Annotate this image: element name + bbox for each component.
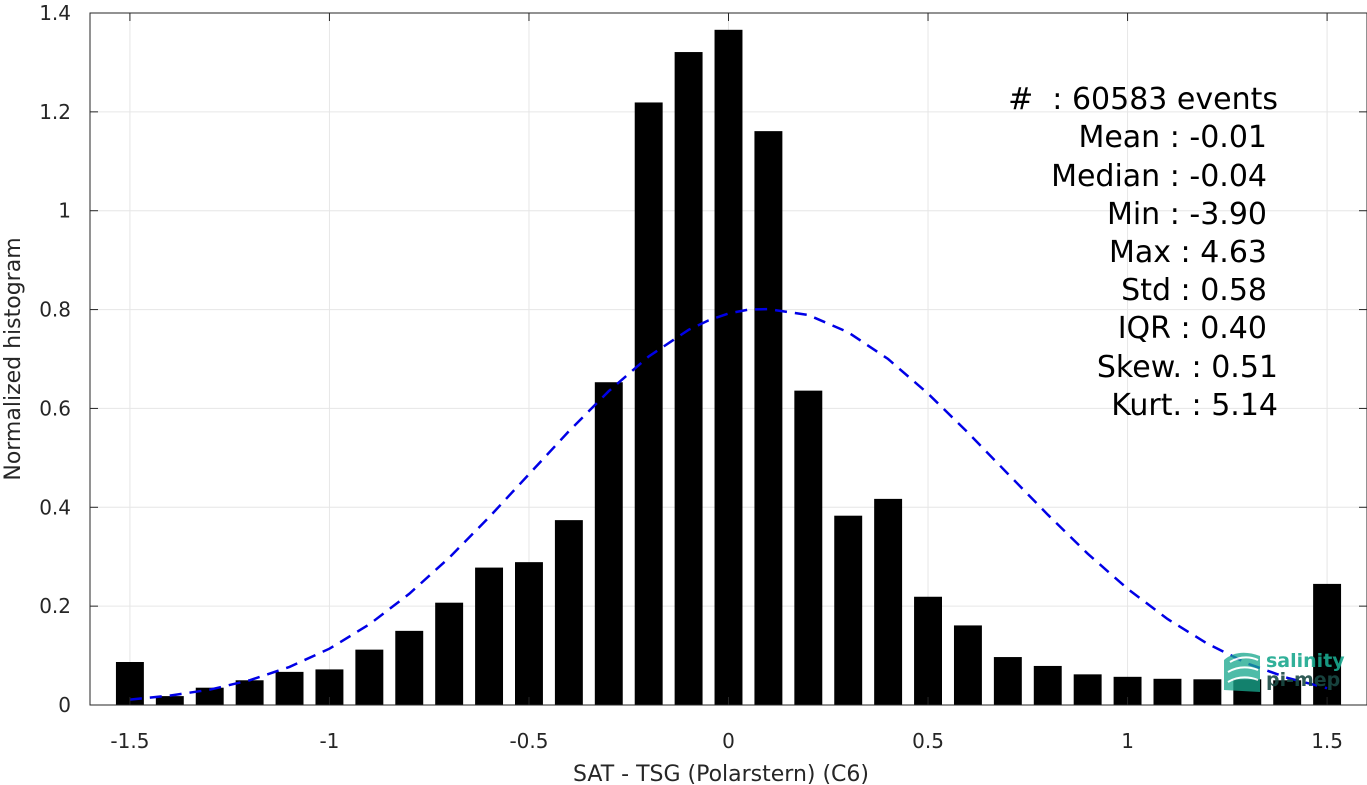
stats-max: Max : 4.63 [1109,235,1267,270]
x-tick-labels: -1.5 -1 -0.5 0 0.5 1 1.5 [110,729,1343,753]
x-tick-label: 1 [1121,729,1134,753]
y-tick-label: 1 [58,199,71,223]
y-axis-label: Normalized histogram [1,237,26,480]
histogram-bar [515,562,543,705]
y-tick-label: 0.8 [39,298,71,322]
y-tick-labels: 0 0.2 0.4 0.6 0.8 1 1.2 1.4 [39,1,71,717]
x-tick-label: -0.5 [509,729,548,753]
histogram-bar [1313,583,1342,705]
x-axis-label: SAT - TSG (Polarstern) (C6) [573,762,869,785]
x-tick-label: -1.5 [110,729,149,753]
histogram-bar [1153,678,1182,705]
histogram-bar [235,680,264,705]
histogram-bar [155,696,184,705]
histogram-bar [275,671,304,705]
y-tick-label: 0 [58,693,71,717]
gaussian-fit-curve [129,307,1328,701]
y-tick-label: 0.4 [39,495,71,519]
histogram-bar [395,630,424,705]
y-tick-label: 1.2 [39,100,71,124]
histogram-bar [435,602,464,705]
histogram-bar [634,102,663,706]
x-tick-label: 1.5 [1311,729,1343,753]
histogram-bar [914,596,942,705]
y-tick-label: 0.6 [39,396,71,420]
histogram-bar [594,382,623,705]
stats-skewness: Skew. : 0.51 [1097,350,1278,385]
axis-ticks [90,12,1367,706]
stats-mean: Mean : -0.01 [1078,120,1267,155]
stats-min: Min : -3.90 [1107,197,1267,232]
histogram-bar [1033,665,1062,705]
x-tick-label: 0.5 [912,729,944,753]
stats-kurtosis: Kurt. : 5.14 [1111,388,1278,423]
histogram-bar [355,649,384,705]
histogram-bar [1193,679,1222,705]
histogram-bar [195,687,224,705]
histogram-bar [794,390,823,705]
salinity-pi-mep-logo: salinity pi-mep [1224,650,1345,692]
histogram-bar [754,131,783,706]
histogram-bar [1273,680,1302,705]
histogram-bar [674,52,703,705]
x-tick-label: 0 [722,729,735,753]
statistics-annotation: # : 60583 events Mean : -0.01 Median : -… [1008,82,1278,423]
y-tick-label: 1.4 [39,1,71,25]
histogram-bar [993,657,1022,705]
histogram-bar [834,515,863,705]
stats-event-count: # : 60583 events [1008,82,1278,117]
histogram-bar [953,625,982,705]
logo-text-pi-mep: pi-mep [1266,669,1340,691]
logo-wave-icon [1224,652,1260,692]
histogram-bar [874,498,903,705]
histogram-bars [115,29,1342,706]
histogram-bar [475,567,504,705]
stats-std: Std : 0.58 [1121,273,1267,308]
y-tick-label: 0.2 [39,594,71,618]
histogram-bar [714,29,743,705]
stats-median: Median : -0.04 [1051,159,1267,194]
stats-iqr: IQR : 0.40 [1118,311,1267,346]
x-tick-label: -1 [319,729,339,753]
histogram-bar [1073,674,1102,705]
logo-text-salinity: salinity [1266,650,1345,672]
histogram-bar [554,520,583,705]
